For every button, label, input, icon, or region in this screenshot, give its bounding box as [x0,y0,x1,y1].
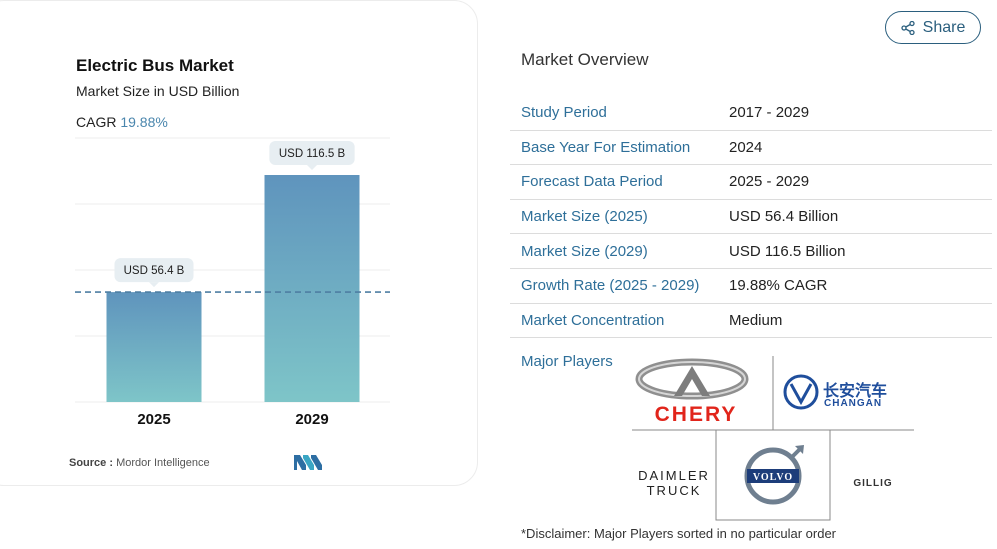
chery-logo-text: CHERY [655,403,738,426]
row-label: Study Period [521,104,607,122]
source-name: Mordor Intelligence [116,457,210,469]
major-players-logos: CHERY 长安汽车 CHANGAN DAIMLER TRUCK VOLVO G… [632,356,914,521]
cagr-value: 19.88% [120,114,168,130]
row-value: USD 56.4 Billion [729,208,839,226]
data-label-pointer [307,165,317,170]
share-button[interactable]: Share [885,11,981,44]
overview-row-growth-rate: Growth Rate (2025 - 2029) 19.88% CAGR [510,269,992,304]
data-label: USD 56.4 B [124,265,185,277]
share-icon [900,20,915,35]
overview-row-market-size-2029: Market Size (2029) USD 116.5 Billion [510,234,992,269]
cagr-label: CAGR [76,114,117,130]
daimler-logo-line2: TRUCK [647,483,702,498]
major-players-label: Major Players [521,353,613,370]
share-label: Share [922,18,966,36]
row-value: Medium [729,311,783,329]
data-label-bg [269,141,355,165]
changan-logo: 长安汽车 CHANGAN [783,374,887,410]
volvo-logo-text: VOLVO [753,472,793,483]
row-value: 2025 - 2029 [729,173,810,191]
bar-chart: 2025 USD 56.4 B 2029 USD 116.5 B [75,137,390,428]
bar-2029 [264,175,360,402]
daimler-logo-line1: DAIMLER [638,468,710,483]
row-value: 2017 - 2029 [729,104,810,122]
gillig-logo: GILLIG [853,478,892,489]
overview-row-forecast-period: Forecast Data Period 2025 - 2029 [510,165,992,200]
overview-table: Study Period 2017 - 2029 Base Year For E… [510,96,992,339]
bar-2025 [106,292,202,402]
data-label: USD 116.5 B [279,148,346,160]
row-value: 19.88% CAGR [729,277,828,295]
row-value: USD 116.5 Billion [729,242,846,260]
x-tick-label: 2025 [137,411,170,428]
row-label: Market Size (2029) [521,242,648,260]
chery-logo: CHERY [635,358,749,426]
mordor-logo-icon [294,455,322,470]
data-label-pointer [149,282,159,288]
cagr-text: CAGR 19.88% [76,114,168,130]
overview-title: Market Overview [521,50,649,69]
logo-divider [715,429,831,521]
x-tick-label: 2029 [295,411,328,428]
row-label: Market Concentration [521,311,665,329]
changan-logo-text: CHANGAN [824,398,882,409]
overview-row-concentration: Market Concentration Medium [510,304,992,339]
row-label: Forecast Data Period [521,173,663,191]
chart-card [0,0,478,486]
row-label: Growth Rate (2025 - 2029) [521,277,700,295]
source-label: Source : [69,457,114,469]
overview-row-study-period: Study Period 2017 - 2029 [510,96,992,131]
overview-row-market-size-2025: Market Size (2025) USD 56.4 Billion [510,200,992,235]
row-label: Market Size (2025) [521,208,648,226]
chart-subtitle: Market Size in USD Billion [76,83,240,99]
disclaimer-text: *Disclaimer: Major Players sorted in no … [521,526,837,541]
row-label: Base Year For Estimation [521,138,691,156]
changan-logo-chinese: 长安汽车 [823,381,887,400]
data-label-bg [114,258,194,283]
chart-title: Electric Bus Market [76,56,234,75]
row-value: 2024 [729,138,763,156]
overview-row-base-year: Base Year For Estimation 2024 [510,131,992,166]
source-text: Source : Mordor Intelligence [69,457,210,469]
volvo-logo: VOLVO [744,445,804,505]
daimler-truck-logo: DAIMLER TRUCK [638,468,710,498]
